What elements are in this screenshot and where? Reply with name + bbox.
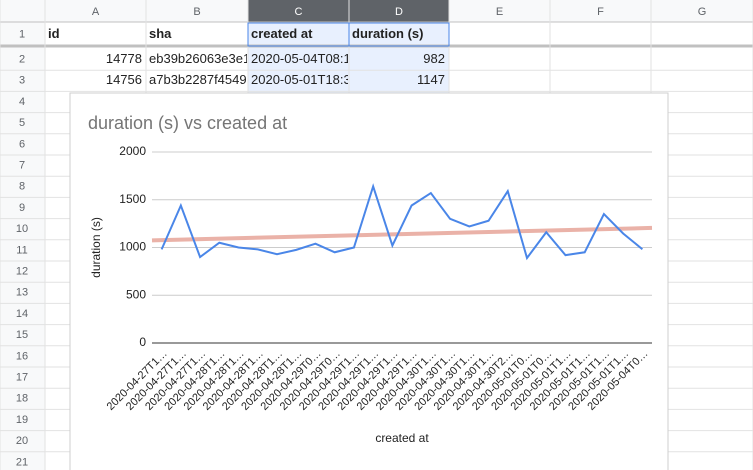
row-header[interactable]: 13: [16, 287, 28, 299]
row-header[interactable]: 12: [16, 266, 28, 278]
y-axis-label: duration (s): [89, 217, 103, 278]
column-header[interactable]: E: [496, 6, 503, 18]
cell[interactable]: 14756: [106, 72, 142, 87]
cell[interactable]: 2020-05-04T08:1: [251, 51, 351, 66]
header-cell-outline: [348, 22, 450, 47]
row-header[interactable]: 4: [19, 96, 25, 108]
y-tick-label: 1000: [119, 240, 146, 254]
selected-column-header: [248, 0, 349, 22]
column-name-cell[interactable]: sha: [149, 26, 172, 41]
chart-title: duration (s) vs created at: [88, 113, 287, 133]
column-header[interactable]: G: [698, 6, 707, 18]
cell[interactable]: a7b3b2287f4549: [149, 72, 247, 87]
cell[interactable]: 14778: [106, 51, 142, 66]
row-header[interactable]: 7: [19, 160, 25, 172]
column-header[interactable]: A: [92, 6, 100, 18]
cell[interactable]: 2020-05-01T18:3: [251, 72, 351, 87]
trendline: [151, 225, 653, 243]
row-header[interactable]: 9: [19, 202, 25, 214]
y-tick-label: 500: [126, 287, 146, 301]
x-axis-label: created at: [375, 431, 429, 445]
row-header[interactable]: 3: [19, 75, 25, 87]
column-name-cell[interactable]: id: [48, 26, 60, 41]
selected-column-header: [349, 0, 449, 22]
row-header[interactable]: 1: [19, 28, 25, 40]
column-header[interactable]: D: [395, 6, 403, 18]
cell[interactable]: eb39b26063e3e1: [149, 51, 250, 66]
column-header[interactable]: F: [597, 6, 604, 18]
row-header[interactable]: 20: [16, 435, 28, 447]
cell[interactable]: 1147: [417, 72, 445, 87]
row-header[interactable]: 2: [19, 54, 25, 66]
row-header[interactable]: 16: [16, 350, 28, 362]
y-tick-label: 0: [139, 335, 146, 349]
column-name-cell[interactable]: created at: [251, 26, 313, 41]
row-header[interactable]: 11: [16, 244, 27, 256]
row-header[interactable]: 18: [16, 393, 28, 405]
row-header[interactable]: 19: [16, 414, 28, 426]
row-header[interactable]: 15: [16, 329, 28, 341]
column-name-cell[interactable]: duration (s): [352, 26, 424, 41]
row-header[interactable]: 10: [16, 223, 28, 235]
row-header[interactable]: 8: [19, 181, 25, 193]
row-header[interactable]: 14: [16, 308, 28, 320]
column-header[interactable]: C: [295, 6, 303, 18]
cell[interactable]: 982: [423, 51, 445, 66]
row-header[interactable]: 6: [19, 138, 25, 150]
row-header[interactable]: 5: [19, 117, 25, 129]
row-header[interactable]: 17: [16, 372, 28, 384]
chart-box[interactable]: [69, 92, 669, 470]
row-header-bar: [0, 0, 45, 470]
y-tick-label: 1500: [119, 192, 146, 206]
row-header[interactable]: 21: [16, 456, 28, 468]
data-line: [160, 183, 644, 261]
column-header[interactable]: B: [193, 6, 200, 18]
y-tick-label: 2000: [119, 144, 146, 158]
